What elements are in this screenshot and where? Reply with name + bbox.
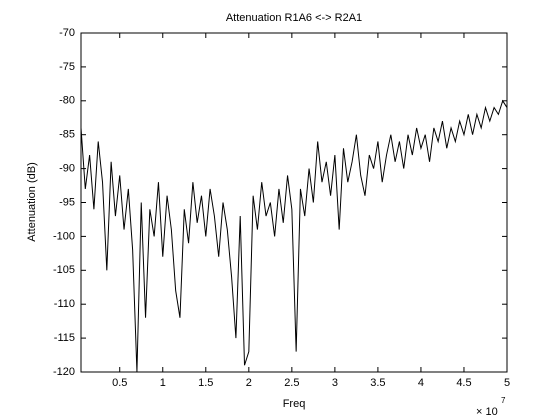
x-tick-label: 4.5 bbox=[456, 377, 471, 389]
y-tick-label: -70 bbox=[59, 27, 75, 39]
x-tick-label: 5 bbox=[504, 377, 510, 389]
y-axis-label: Attenuation (dB) bbox=[26, 162, 38, 242]
x-tick-label: 2 bbox=[246, 377, 252, 389]
x-tick-label: 4 bbox=[418, 377, 424, 389]
y-tick-label: -95 bbox=[59, 196, 75, 208]
x-tick-label: 1 bbox=[160, 377, 166, 389]
y-tick-label: -110 bbox=[54, 298, 75, 310]
y-tick-label: -75 bbox=[59, 61, 75, 73]
x-tick-label: 2.5 bbox=[284, 377, 299, 389]
x-tick-label: 0.5 bbox=[112, 377, 127, 389]
y-tick-label: -90 bbox=[59, 163, 75, 175]
x-multiplier-exponent: 7 bbox=[501, 396, 506, 405]
data-line bbox=[80, 99, 508, 373]
x-tick-label: 3 bbox=[332, 377, 338, 389]
y-tick-label: -100 bbox=[53, 230, 75, 242]
y-tick-label: -85 bbox=[59, 129, 75, 141]
y-tick-label: -105 bbox=[53, 264, 75, 276]
y-tick-label: -115 bbox=[54, 332, 75, 344]
x-tick-label: 3.5 bbox=[370, 377, 385, 389]
x-tick-label: 1.5 bbox=[198, 377, 213, 389]
y-tick-label: -120 bbox=[53, 366, 75, 378]
y-tick-label: -80 bbox=[59, 95, 75, 107]
chart-title: Attenuation R1A6 <-> R2A1 bbox=[226, 12, 362, 24]
x-axis-label: Freq bbox=[283, 398, 306, 410]
x-multiplier: × 10 bbox=[476, 406, 498, 418]
